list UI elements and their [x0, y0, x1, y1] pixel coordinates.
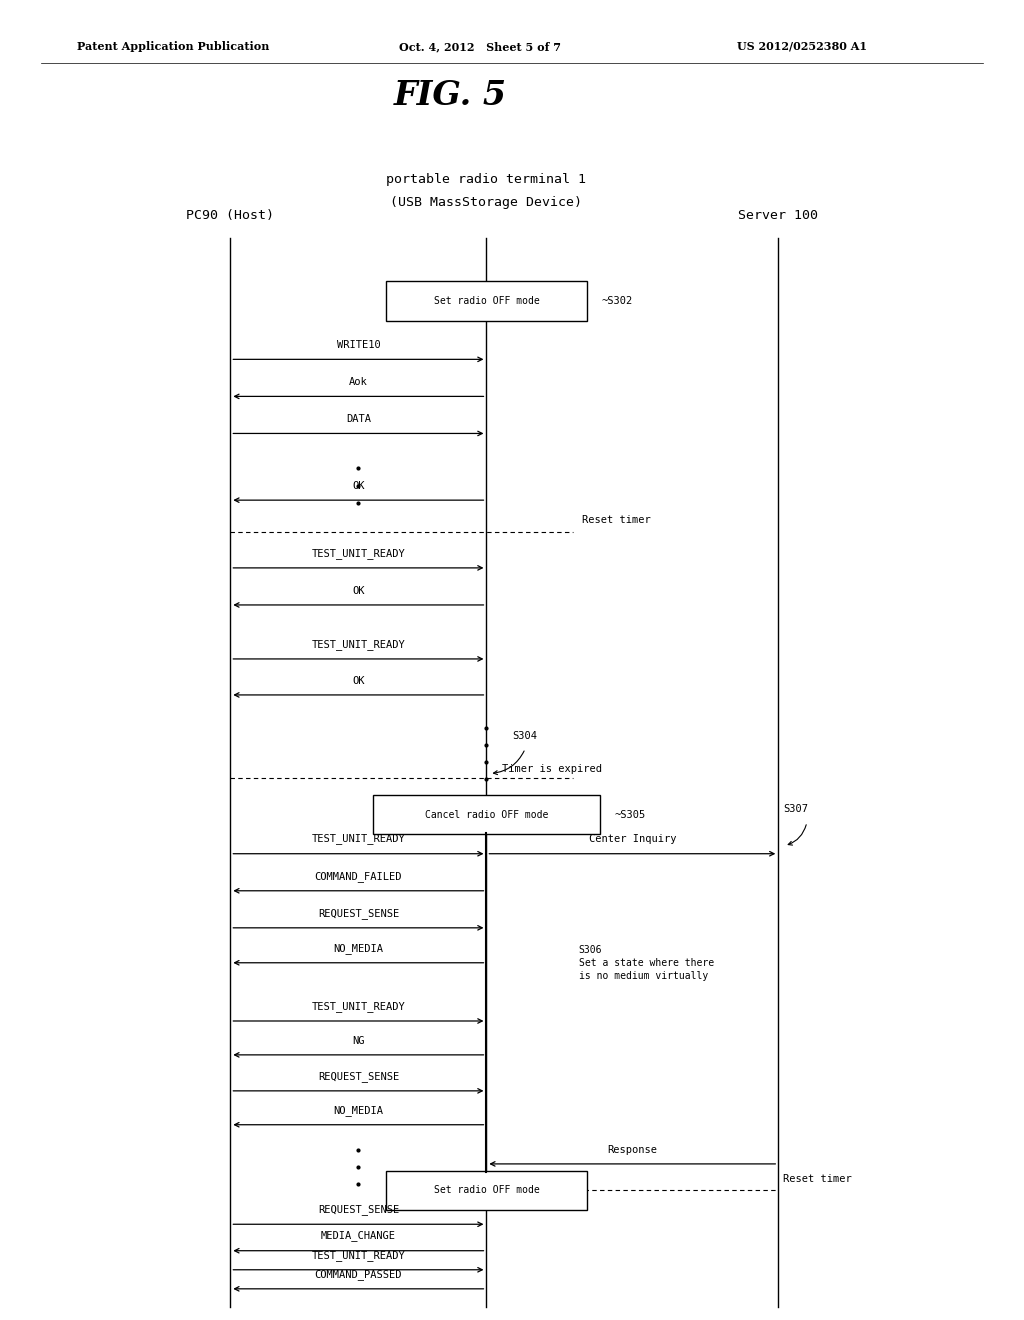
Text: COMMAND_FAILED: COMMAND_FAILED	[314, 871, 402, 882]
Text: ~S302: ~S302	[602, 296, 633, 306]
Text: OK: OK	[352, 586, 365, 595]
Text: NG: NG	[352, 1036, 365, 1045]
Text: REQUEST_SENSE: REQUEST_SENSE	[317, 908, 399, 919]
Text: S304: S304	[512, 730, 537, 741]
Text: OK: OK	[352, 480, 365, 491]
Text: FIG. 5: FIG. 5	[394, 79, 507, 112]
Text: TEST_UNIT_READY: TEST_UNIT_READY	[311, 1250, 406, 1261]
Text: Reset timer: Reset timer	[582, 515, 650, 525]
Text: US 2012/0252380 A1: US 2012/0252380 A1	[737, 41, 867, 51]
Text: NO_MEDIA: NO_MEDIA	[334, 1105, 383, 1115]
Text: MEDIA_CHANGE: MEDIA_CHANGE	[321, 1230, 396, 1242]
Text: TEST_UNIT_READY: TEST_UNIT_READY	[311, 834, 406, 845]
FancyBboxPatch shape	[373, 795, 600, 834]
Text: ~S305: ~S305	[614, 809, 646, 820]
Text: S307: S307	[783, 804, 808, 814]
Text: Server 100: Server 100	[738, 209, 818, 222]
FancyBboxPatch shape	[385, 281, 587, 321]
Text: (USB MassStorage Device): (USB MassStorage Device)	[390, 195, 583, 209]
Text: Set radio OFF mode: Set radio OFF mode	[433, 1185, 540, 1196]
Text: Cancel radio OFF mode: Cancel radio OFF mode	[425, 809, 548, 820]
Text: NO_MEDIA: NO_MEDIA	[334, 942, 383, 953]
Text: PC90 (Host): PC90 (Host)	[186, 209, 274, 222]
Text: REQUEST_SENSE: REQUEST_SENSE	[317, 1071, 399, 1081]
Text: Set radio OFF mode: Set radio OFF mode	[433, 296, 540, 306]
Text: Aok: Aok	[349, 378, 368, 387]
Text: Response: Response	[607, 1144, 657, 1155]
Text: OK: OK	[352, 676, 365, 685]
Text: Reset timer: Reset timer	[783, 1173, 852, 1184]
Text: portable radio terminal 1: portable radio terminal 1	[386, 173, 587, 186]
Text: Center Inquiry: Center Inquiry	[589, 834, 676, 845]
Text: WRITE10: WRITE10	[337, 341, 380, 350]
Text: TEST_UNIT_READY: TEST_UNIT_READY	[311, 548, 406, 558]
Text: REQUEST_SENSE: REQUEST_SENSE	[317, 1204, 399, 1214]
Text: TEST_UNIT_READY: TEST_UNIT_READY	[311, 1001, 406, 1011]
Text: TEST_UNIT_READY: TEST_UNIT_READY	[311, 639, 406, 649]
Text: Oct. 4, 2012   Sheet 5 of 7: Oct. 4, 2012 Sheet 5 of 7	[399, 41, 561, 51]
Text: Timer is expired: Timer is expired	[502, 763, 602, 774]
FancyBboxPatch shape	[385, 1171, 587, 1210]
Text: COMMAND_PASSED: COMMAND_PASSED	[314, 1269, 402, 1279]
Text: S306
Set a state where there
is no medium virtually: S306 Set a state where there is no mediu…	[579, 945, 714, 981]
Text: Patent Application Publication: Patent Application Publication	[77, 41, 269, 51]
Text: DATA: DATA	[346, 414, 371, 424]
